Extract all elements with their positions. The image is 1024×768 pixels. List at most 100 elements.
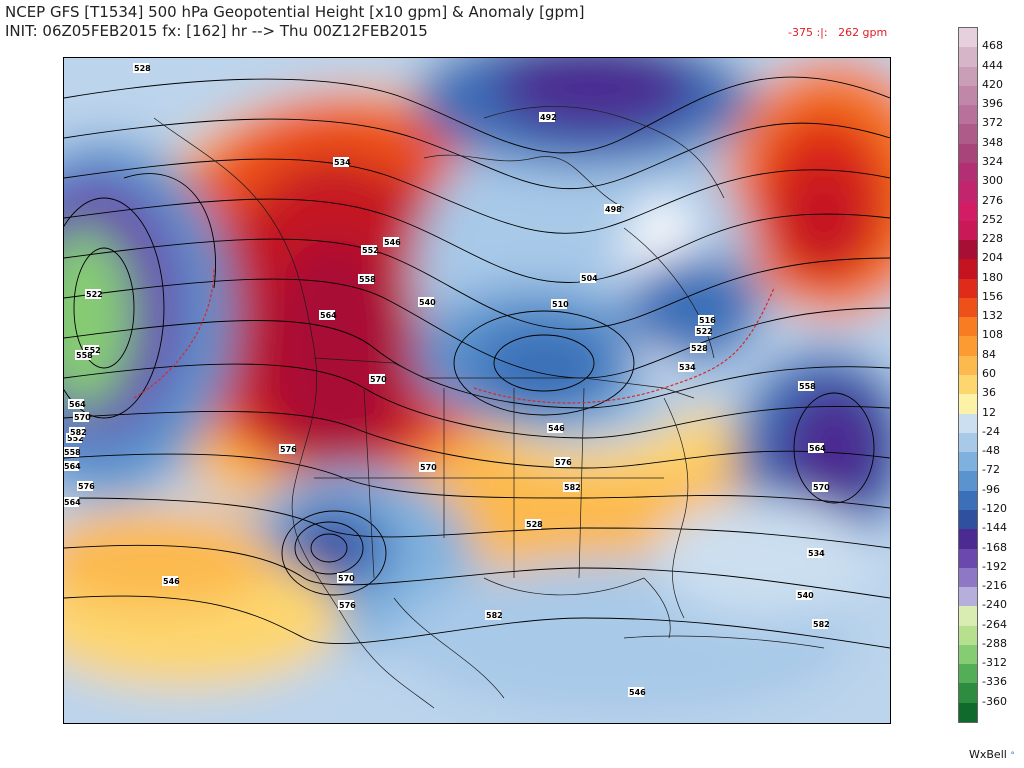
legend-label: -240 (982, 598, 1007, 612)
legend-swatch (959, 452, 977, 472)
height-label: 576 (77, 481, 95, 491)
legend-label: 132 (982, 309, 1003, 323)
height-label: 540 (796, 590, 814, 600)
height-label: 546 (383, 237, 401, 247)
legend-swatch (959, 644, 977, 665)
legend-swatch (959, 317, 977, 337)
legend-label: -360 (982, 694, 1007, 708)
svg-text:576: 576 (339, 601, 356, 610)
svg-text:582: 582 (486, 611, 503, 620)
legend-swatch (959, 143, 977, 164)
svg-text:516: 516 (699, 316, 716, 325)
height-label: 516 (698, 315, 716, 325)
legend-swatch (959, 375, 977, 395)
height-label: 570 (73, 412, 91, 422)
anomaly-map: 528 492 534 552 546 558 540 522 564 510 504 498 516 5… (63, 57, 891, 724)
height-label: 558 (64, 447, 81, 457)
height-label: 564 (64, 497, 81, 507)
legend-label: -144 (982, 521, 1007, 535)
legend-label: 60 (982, 367, 996, 380)
svg-text:564: 564 (809, 444, 826, 453)
legend-swatch (959, 606, 977, 627)
height-label: 570 (812, 482, 830, 492)
legend-label: -192 (982, 559, 1007, 573)
svg-text:540: 540 (797, 591, 814, 600)
height-label: 528 (525, 519, 543, 529)
svg-text:552: 552 (67, 434, 84, 443)
wxbell-logo: WxBell ° (969, 748, 1015, 761)
svg-text:498: 498 (605, 205, 622, 214)
svg-text:540: 540 (419, 298, 436, 307)
legend-label: 276 (982, 193, 1003, 207)
coastlines-borders (153, 106, 825, 709)
legend-label: -336 (982, 675, 1007, 689)
legend-label: 396 (982, 97, 1003, 111)
legend-label: -288 (982, 636, 1007, 650)
legend-label: -48 (982, 444, 1000, 458)
legend-swatch (959, 220, 977, 241)
legend-swatch (959, 664, 977, 684)
legend-swatch (959, 66, 977, 87)
anomaly-range: -375 :|: 262 gpm (788, 26, 888, 39)
legend-swatch (959, 355, 977, 376)
height-label: 546 (162, 576, 180, 586)
legend-label: 420 (982, 77, 1003, 91)
legend-label: 12 (982, 405, 996, 419)
legend-label: -216 (982, 579, 1007, 593)
height-label: 534 (807, 548, 825, 558)
height-label: 504 (580, 273, 598, 283)
svg-text:576: 576 (280, 445, 297, 454)
legend-label: 228 (982, 232, 1003, 246)
legend-swatch (959, 683, 977, 704)
height-label: 498 (604, 204, 622, 214)
svg-text:570: 570 (370, 375, 387, 384)
legend-swatch (959, 182, 977, 202)
legend-label: 468 (982, 39, 1003, 53)
color-legend (958, 27, 978, 723)
legend-swatch (959, 625, 977, 646)
height-label: 552 (66, 433, 84, 443)
legend-swatch (959, 413, 977, 434)
legend-swatch (959, 124, 977, 145)
svg-text:522: 522 (696, 327, 713, 336)
svg-text:546: 546 (548, 424, 565, 433)
svg-text:534: 534 (334, 158, 351, 167)
legend-swatch (959, 297, 977, 318)
legend-swatch (959, 85, 977, 106)
svg-text:558: 558 (64, 448, 81, 457)
svg-text:492: 492 (540, 113, 557, 122)
legend-swatch (959, 567, 977, 588)
init-forecast-line: INIT: 06Z05FEB2015 fx: [162] hr --> Thu … (5, 22, 428, 40)
height-label: 492 (539, 112, 557, 122)
height-label: 540 (418, 297, 436, 307)
height-label: 510 (551, 299, 569, 309)
svg-text:576: 576 (78, 482, 95, 491)
height-label: 564 (319, 310, 337, 320)
legend-swatch (959, 162, 977, 183)
height-label: 582 (69, 427, 87, 437)
legend-label: -24 (982, 424, 1000, 438)
height-label: 570 (419, 462, 437, 472)
height-labels: 528 492 534 552 546 558 540 522 564 510 504 498 516 5… (64, 63, 830, 697)
legend-label: 444 (982, 58, 1003, 72)
legend-label: -96 (982, 482, 1000, 496)
height-label: 582 (563, 482, 581, 492)
legend-label: 180 (982, 270, 1003, 284)
legend-swatch (959, 702, 977, 723)
svg-text:528: 528 (134, 64, 151, 73)
height-label: 534 (333, 157, 351, 167)
legend-label: 108 (982, 328, 1003, 342)
svg-text:552: 552 (84, 346, 101, 355)
svg-text:522: 522 (86, 290, 103, 299)
legend-swatch (959, 105, 977, 125)
height-label: 522 (85, 289, 103, 299)
legend-label: 36 (982, 386, 996, 400)
svg-text:546: 546 (163, 577, 180, 586)
height-label: 576 (554, 457, 572, 467)
height-contours (64, 76, 890, 649)
legend-swatch (959, 548, 977, 569)
height-label: 534 (678, 362, 696, 372)
legend-label: -168 (982, 540, 1007, 554)
height-label: 528 (690, 343, 708, 353)
legend-swatch (959, 394, 977, 415)
